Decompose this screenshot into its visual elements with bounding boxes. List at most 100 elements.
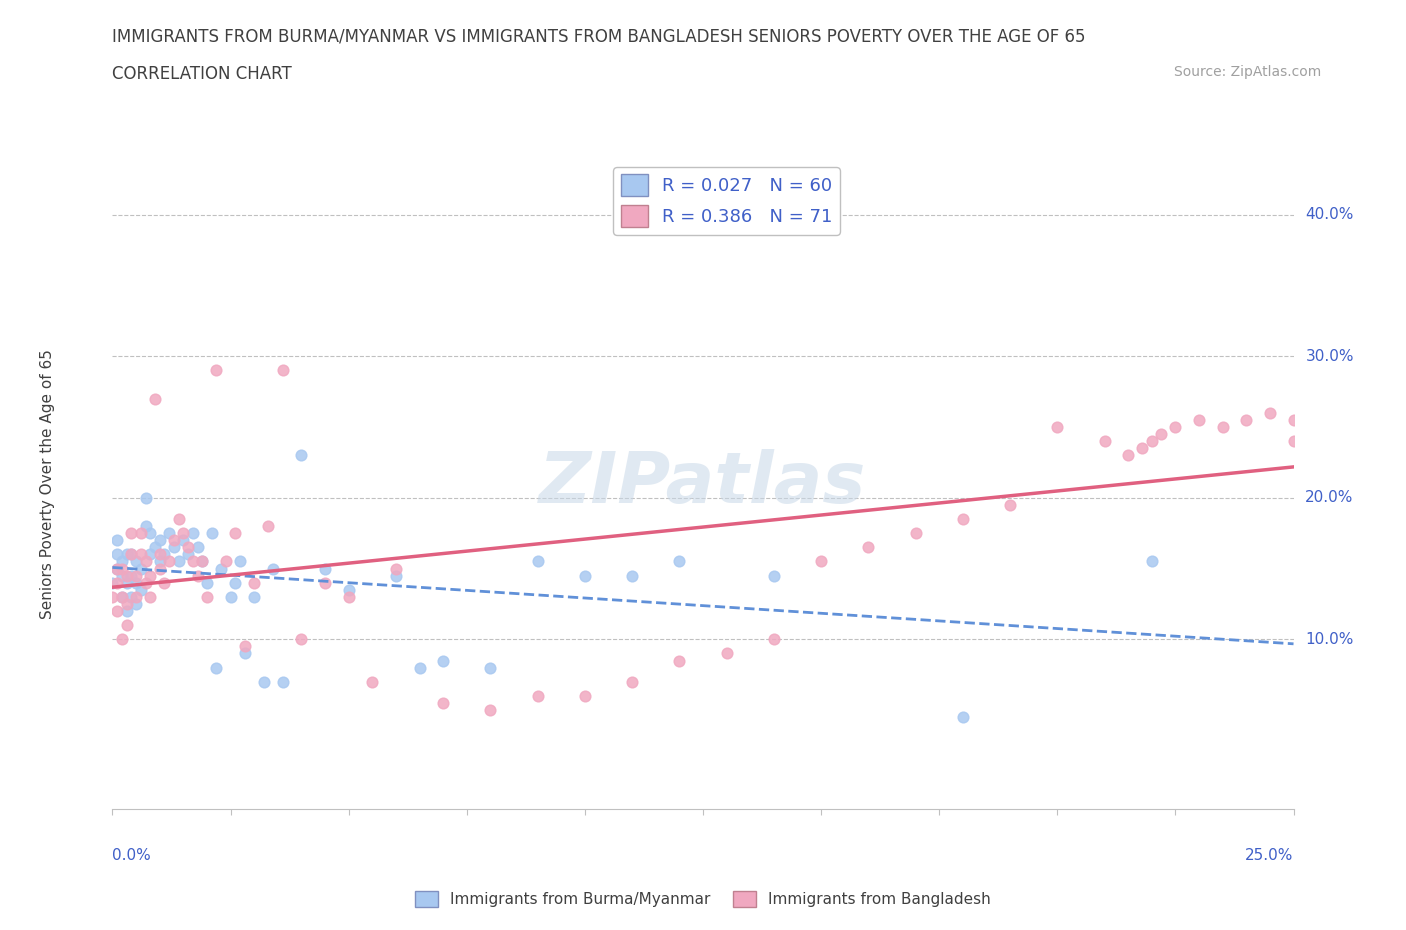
Point [163,533,186,548]
Point [229,554,252,569]
Point [668,653,690,668]
Point [135,576,157,591]
Point [129,582,152,597]
Point [762,568,785,583]
Point [125,596,148,611]
Point [1094,433,1116,448]
Point [149,554,172,569]
Point [101,590,124,604]
Point [668,554,690,569]
Point [149,561,172,576]
Point [1282,433,1305,448]
Point [1212,419,1234,434]
Point [621,674,644,689]
Point [149,547,172,562]
Point [195,576,218,591]
Point [233,639,256,654]
Text: 30.0%: 30.0% [1305,349,1354,364]
Point [243,576,266,591]
Point [101,576,124,591]
Legend: Immigrants from Burma/Myanmar, Immigrants from Bangladesh: Immigrants from Burma/Myanmar, Immigrant… [409,884,997,913]
Point [139,525,162,540]
Point [115,618,138,632]
Point [810,554,832,569]
Point [271,674,294,689]
Point [111,568,134,583]
Point [111,561,134,576]
Point [762,631,785,646]
Point [201,525,224,540]
Point [479,702,502,717]
Point [215,554,238,569]
Point [998,498,1021,512]
Point [526,688,548,703]
Point [139,590,162,604]
Point [1164,419,1187,434]
Point [120,568,142,583]
Point [191,554,214,569]
Point [526,554,548,569]
Point [574,568,596,583]
Point [337,590,360,604]
Point [1234,413,1257,428]
Point [621,568,644,583]
Point [115,604,138,618]
Point [904,525,927,540]
Point [205,363,228,378]
Point [157,525,180,540]
Point [105,561,128,576]
Point [952,512,974,526]
Point [105,604,128,618]
Point [385,561,408,576]
Point [125,576,148,591]
Point [115,596,138,611]
Point [120,547,142,562]
Point [243,590,266,604]
Point [181,525,204,540]
Point [129,561,152,576]
Point [952,710,974,724]
Point [479,660,502,675]
Point [153,576,176,591]
Point [172,525,194,540]
Point [1188,413,1211,428]
Point [177,539,200,554]
Point [105,561,128,576]
Point [157,554,180,569]
Point [135,554,157,569]
Point [1046,419,1069,434]
Point [139,547,162,562]
Point [1150,427,1173,442]
Point [186,568,208,583]
Text: 10.0%: 10.0% [1305,631,1354,646]
Point [385,568,408,583]
Point [361,674,384,689]
Point [181,554,204,569]
Point [105,533,128,548]
Text: 0.0%: 0.0% [112,848,152,863]
Point [129,547,152,562]
Point [143,539,166,554]
Point [120,547,142,562]
Point [143,392,166,406]
Point [271,363,294,378]
Point [253,674,276,689]
Point [432,696,454,711]
Text: ZIPatlas: ZIPatlas [540,449,866,518]
Point [432,653,454,668]
Point [195,590,218,604]
Text: Source: ZipAtlas.com: Source: ZipAtlas.com [1174,65,1322,79]
Point [149,533,172,548]
Point [105,547,128,562]
Point [314,561,336,576]
Point [224,576,246,591]
Text: CORRELATION CHART: CORRELATION CHART [112,65,292,83]
Point [290,448,312,463]
Point [120,525,142,540]
Point [716,646,738,661]
Point [120,590,142,604]
Text: 40.0%: 40.0% [1305,207,1354,222]
Point [125,554,148,569]
Point [177,547,200,562]
Text: 25.0%: 25.0% [1246,848,1294,863]
